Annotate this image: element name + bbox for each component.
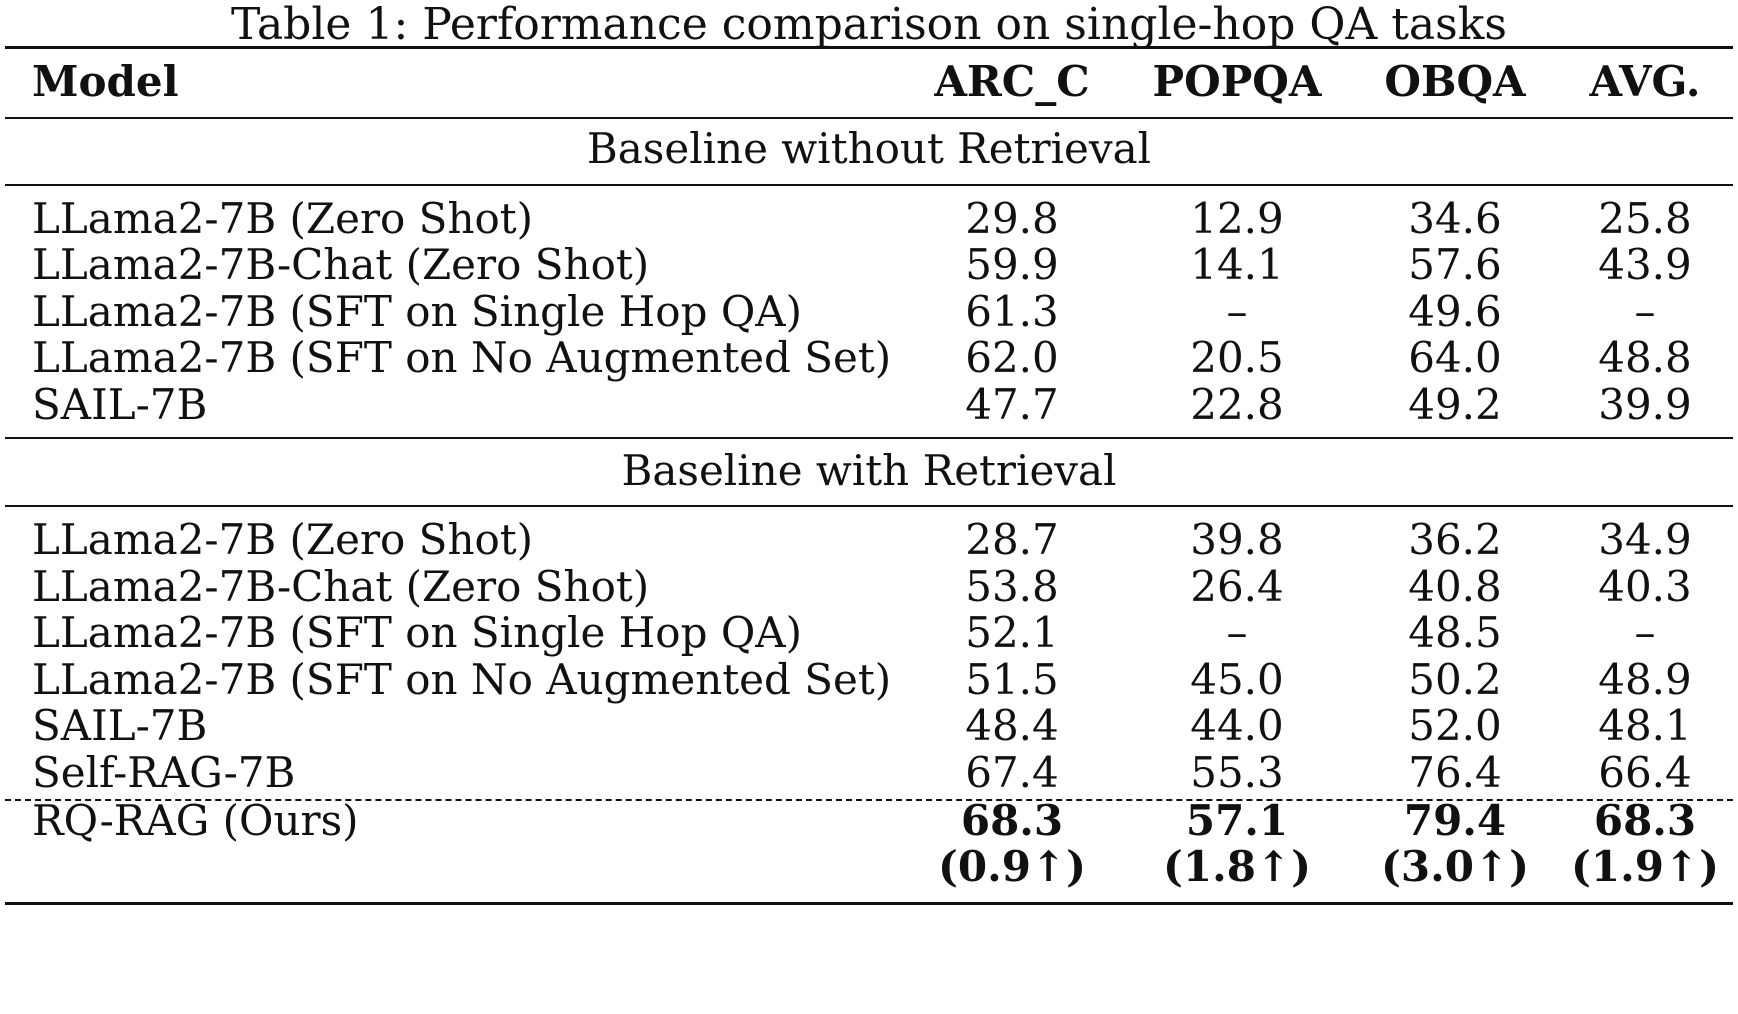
value-obqa: 48.5 [1408, 608, 1502, 657]
value-popqa: – [1226, 608, 1248, 657]
value-arc-c: 28.7 [965, 515, 1059, 564]
value-avg: 48.9 [1598, 655, 1692, 704]
dashed-separator [5, 799, 1733, 801]
value-arc-c: 67.4 [965, 748, 1059, 797]
value-popqa: 55.3 [1190, 748, 1284, 797]
value-obqa: 50.2 [1408, 655, 1502, 704]
value-obqa: 34.6 [1408, 194, 1502, 243]
value-avg: 48.8 [1598, 333, 1692, 382]
value-obqa: 36.2 [1408, 515, 1502, 564]
bottom-rule [5, 902, 1733, 905]
value-obqa: 40.8 [1408, 562, 1502, 611]
model-name: LLama2-7B (SFT on No Augmented Set) [32, 333, 892, 382]
value-arc-c: 47.7 [965, 380, 1059, 429]
value-popqa: 57.1 [1185, 796, 1289, 845]
value-arc-c: 48.4 [965, 701, 1059, 750]
value-avg: 34.9 [1598, 515, 1692, 564]
value-avg: 39.9 [1598, 380, 1692, 429]
value-avg: 68.3 [1593, 796, 1697, 845]
value-popqa: 20.5 [1190, 333, 1284, 382]
value-avg: 48.1 [1598, 701, 1692, 750]
column-header-obqa: OBQA [1384, 57, 1526, 106]
model-name: RQ-RAG (Ours) [32, 796, 359, 845]
gain-avg: (1.9↑) [1570, 842, 1719, 891]
model-name: LLama2-7B (Zero Shot) [32, 194, 534, 243]
value-popqa: 45.0 [1190, 655, 1284, 704]
section-title-without-retrieval: Baseline without Retrieval [586, 124, 1152, 173]
model-name: LLama2-7B-Chat (Zero Shot) [32, 240, 650, 289]
value-obqa: 49.2 [1408, 380, 1502, 429]
model-name: LLama2-7B (SFT on Single Hop QA) [32, 608, 802, 657]
gain-obqa: (3.0↑) [1380, 842, 1529, 891]
section-title-with-retrieval: Baseline with Retrieval [621, 446, 1117, 495]
value-arc-c: 61.3 [965, 287, 1059, 336]
column-header-popqa: POPQA [1152, 57, 1322, 106]
column-header-arc-c: ARC_C [934, 57, 1090, 106]
model-name: LLama2-7B-Chat (Zero Shot) [32, 562, 650, 611]
value-popqa: 22.8 [1190, 380, 1284, 429]
value-avg: 25.8 [1598, 194, 1692, 243]
value-arc-c: 51.5 [965, 655, 1059, 704]
value-obqa: 52.0 [1408, 701, 1502, 750]
value-obqa: 49.6 [1408, 287, 1502, 336]
value-popqa: 39.8 [1190, 515, 1284, 564]
value-avg: 43.9 [1598, 240, 1692, 289]
value-arc-c: 29.8 [965, 194, 1059, 243]
gain-arc-c: (0.9↑) [937, 842, 1086, 891]
value-popqa: 14.1 [1190, 240, 1284, 289]
column-header-model: Model [32, 57, 179, 106]
value-popqa: – [1226, 287, 1248, 336]
column-header-avg: AVG. [1589, 57, 1701, 106]
model-name: Self-RAG-7B [32, 748, 296, 797]
value-avg: 40.3 [1598, 562, 1692, 611]
top-rule [5, 46, 1733, 49]
section-rule [5, 437, 1733, 439]
table-caption: Table 1: Performance comparison on singl… [231, 0, 1507, 50]
gain-popqa: (1.8↑) [1162, 842, 1311, 891]
header-rule [5, 117, 1733, 119]
value-obqa: 57.6 [1408, 240, 1502, 289]
model-name: SAIL-7B [32, 380, 208, 429]
section-rule [5, 505, 1733, 507]
value-arc-c: 68.3 [960, 796, 1064, 845]
value-popqa: 26.4 [1190, 562, 1284, 611]
value-avg: – [1634, 608, 1656, 657]
value-arc-c: 53.8 [965, 562, 1059, 611]
model-name: SAIL-7B [32, 701, 208, 750]
model-name: LLama2-7B (SFT on No Augmented Set) [32, 655, 892, 704]
model-name: LLama2-7B (Zero Shot) [32, 515, 534, 564]
value-obqa: 79.4 [1403, 796, 1507, 845]
value-arc-c: 62.0 [965, 333, 1059, 382]
section-rule [5, 184, 1733, 186]
value-popqa: 44.0 [1190, 701, 1284, 750]
value-popqa: 12.9 [1190, 194, 1284, 243]
value-arc-c: 52.1 [965, 608, 1059, 657]
value-obqa: 64.0 [1408, 333, 1502, 382]
value-avg: – [1634, 287, 1656, 336]
value-avg: 66.4 [1598, 748, 1692, 797]
model-name: LLama2-7B (SFT on Single Hop QA) [32, 287, 802, 336]
value-arc-c: 59.9 [965, 240, 1059, 289]
value-obqa: 76.4 [1408, 748, 1502, 797]
